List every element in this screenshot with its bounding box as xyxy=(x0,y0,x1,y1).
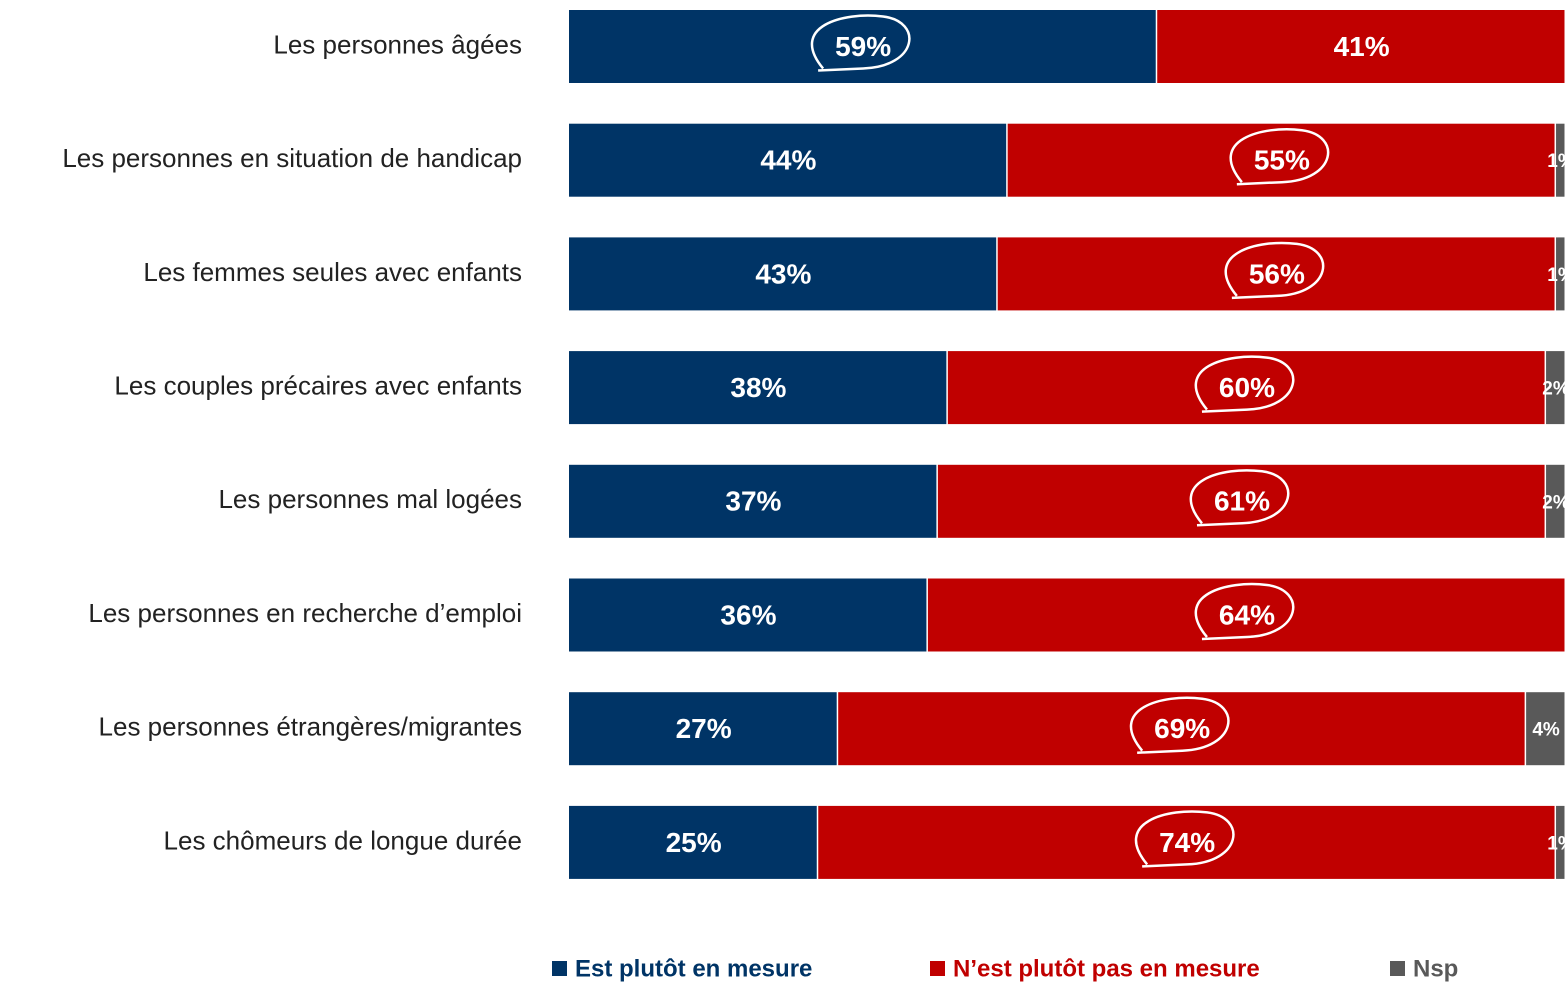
bar-segment xyxy=(569,805,817,879)
bar-segment xyxy=(569,237,997,311)
value-label: 1% xyxy=(1547,833,1566,854)
bar-segment xyxy=(1556,123,1565,197)
value-label: 2% xyxy=(1542,379,1566,400)
category-label: Les personnes âgées xyxy=(273,29,522,59)
category-label: Les chômeurs de longue durée xyxy=(164,825,522,855)
value-label: 64% xyxy=(1219,599,1275,630)
value-label: 74% xyxy=(1159,827,1215,858)
highlight-circle xyxy=(1229,128,1330,186)
value-label: 27% xyxy=(676,713,732,744)
category-label: Les personnes en recherche d’emploi xyxy=(88,598,522,628)
category-label: Les personnes mal logées xyxy=(218,484,522,514)
highlight-circle xyxy=(810,14,911,72)
bar-segment xyxy=(569,123,1007,197)
bar-segment xyxy=(1546,464,1565,538)
bar-segment xyxy=(1007,123,1555,197)
bar-segment xyxy=(1157,10,1565,83)
bar-segment xyxy=(947,351,1545,425)
bar-segment xyxy=(838,692,1525,766)
value-label: 4% xyxy=(1532,720,1560,741)
bar-segment xyxy=(997,237,1555,311)
highlight-circle xyxy=(1134,810,1235,868)
legend-swatch xyxy=(1390,961,1405,976)
value-label: 37% xyxy=(725,486,781,517)
value-label: 60% xyxy=(1219,372,1275,403)
value-label: 2% xyxy=(1542,492,1566,513)
bar-segment xyxy=(569,578,927,652)
legend-label: Nsp xyxy=(1413,955,1458,982)
bar-segment xyxy=(927,578,1565,652)
value-label: 43% xyxy=(755,258,811,289)
legend-label: Est plutôt en mesure xyxy=(575,955,812,982)
value-label: 69% xyxy=(1154,713,1210,744)
legend-swatch xyxy=(552,961,567,976)
highlight-circle xyxy=(1194,582,1295,641)
category-label: Les femmes seules avec enfants xyxy=(143,257,522,287)
highlight-circle xyxy=(1189,469,1290,527)
bar-segment xyxy=(569,351,947,425)
bar-segment xyxy=(1526,692,1565,766)
legend-swatch xyxy=(930,961,945,976)
bar-segment xyxy=(569,10,1156,83)
value-label: 61% xyxy=(1214,486,1270,517)
legend-label: N’est plutôt pas en mesure xyxy=(953,955,1260,982)
highlight-circle xyxy=(1194,355,1295,413)
highlight-circle xyxy=(1224,241,1325,300)
bar-segment xyxy=(1556,237,1565,311)
value-label: 41% xyxy=(1334,31,1390,62)
value-label: 59% xyxy=(835,31,891,62)
bar-segment xyxy=(1546,351,1565,425)
bar-segment xyxy=(569,464,937,538)
value-label: 36% xyxy=(720,599,776,630)
bar-segment xyxy=(569,692,837,766)
value-label: 55% xyxy=(1254,145,1310,176)
category-label: Les personnes étrangères/migrantes xyxy=(99,712,522,742)
value-label: 1% xyxy=(1547,265,1566,286)
value-label: 25% xyxy=(666,827,722,858)
value-label: 38% xyxy=(730,372,786,403)
highlight-circle xyxy=(1129,696,1230,754)
value-label: 56% xyxy=(1249,258,1305,289)
category-label: Les personnes en situation de handicap xyxy=(62,143,522,173)
bar-segment xyxy=(937,464,1545,538)
value-label: 1% xyxy=(1547,151,1566,172)
bar-segment xyxy=(818,805,1555,879)
value-label: 44% xyxy=(760,145,816,176)
category-label: Les couples précaires avec enfants xyxy=(114,370,522,400)
bar-segment xyxy=(1556,805,1565,879)
